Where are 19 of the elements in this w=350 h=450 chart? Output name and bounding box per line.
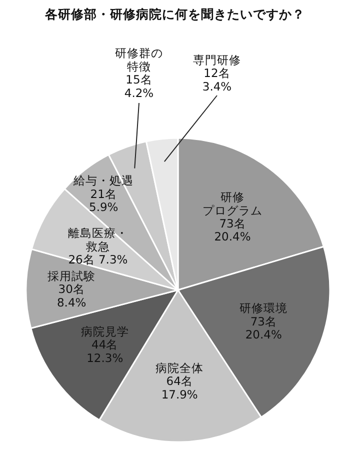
data-label: 21名 5.9% <box>89 186 118 214</box>
data-label: 64名 17.9% <box>161 374 198 402</box>
slice-label: 研修群の特徴 <box>115 46 163 74</box>
data-label: 15名 4.2% <box>124 72 154 100</box>
data-label: 73名 20.4% <box>245 314 282 342</box>
slice-label: 給与・処遇 <box>72 174 134 188</box>
data-label: 73名 20.4% <box>214 216 251 244</box>
slice-label: 研修環境 <box>240 301 288 316</box>
slice-label: 研修プログラム <box>202 190 263 218</box>
chart-title: 各研修部・研修病院に何を聞きたいですか？ <box>44 6 305 22</box>
data-label: 44名 12.3% <box>86 338 124 365</box>
slice-label: 専門研修 <box>193 52 241 67</box>
slice-label: 採用試験 <box>48 268 96 283</box>
slice-label: 病院見学 <box>80 324 129 338</box>
data-label: 30名 8.4% <box>56 282 86 310</box>
data-label: 26名 7.3% <box>68 252 128 267</box>
slice-label: 病院全体 <box>156 360 204 375</box>
slice-label: 離島医療・救急 <box>68 226 128 254</box>
data-label: 12名 3.4% <box>202 66 232 94</box>
